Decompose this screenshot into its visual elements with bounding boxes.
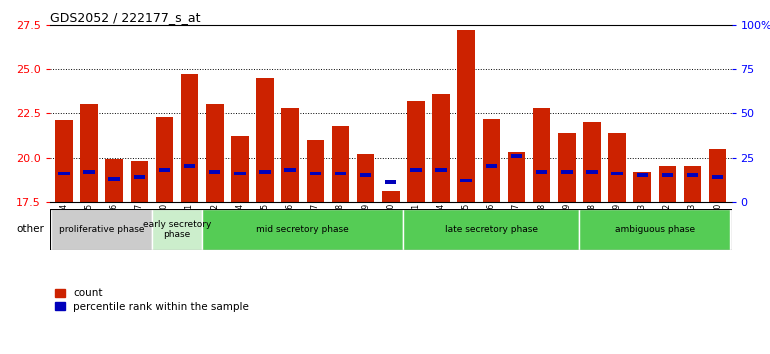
Bar — [687, 173, 698, 177]
Bar — [457, 30, 475, 202]
Bar — [403, 209, 579, 250]
Bar — [407, 101, 425, 202]
Bar — [579, 209, 730, 250]
Bar — [234, 171, 246, 175]
Text: proliferative phase: proliferative phase — [59, 225, 144, 234]
Bar — [486, 164, 497, 168]
Bar — [410, 168, 422, 172]
Bar — [231, 136, 249, 202]
Bar — [83, 170, 95, 173]
Bar — [709, 149, 726, 202]
Bar — [460, 178, 472, 182]
Bar — [281, 108, 299, 202]
Bar — [637, 173, 648, 177]
Text: other: other — [16, 224, 44, 234]
Text: late secretory phase: late secretory phase — [445, 225, 538, 234]
Bar — [80, 104, 98, 202]
Legend: count, percentile rank within the sample: count, percentile rank within the sample — [55, 289, 249, 312]
Bar — [256, 78, 274, 202]
Bar — [335, 171, 346, 175]
Bar — [536, 170, 547, 173]
Bar — [284, 168, 296, 172]
Bar — [558, 133, 576, 202]
Bar — [306, 140, 324, 202]
Bar — [59, 171, 69, 175]
Bar — [209, 170, 220, 173]
Bar — [435, 168, 447, 172]
Bar — [259, 170, 271, 173]
Bar — [385, 180, 397, 184]
Bar — [611, 171, 623, 175]
Text: early secretory
phase: early secretory phase — [143, 219, 211, 239]
Bar — [357, 154, 374, 202]
Bar — [203, 209, 403, 250]
Bar — [152, 209, 203, 250]
Bar — [181, 74, 199, 202]
Bar — [105, 159, 123, 202]
Bar — [156, 117, 173, 202]
Bar — [184, 164, 196, 168]
Bar — [332, 126, 350, 202]
Bar — [658, 166, 676, 202]
Text: ambiguous phase: ambiguous phase — [614, 225, 695, 234]
Bar — [55, 120, 72, 202]
Bar — [583, 122, 601, 202]
Bar — [586, 170, 598, 173]
Bar — [310, 171, 321, 175]
Bar — [608, 133, 626, 202]
Bar — [712, 175, 723, 179]
Bar — [511, 154, 522, 158]
Text: mid secretory phase: mid secretory phase — [256, 225, 349, 234]
Bar — [507, 152, 525, 202]
Bar — [432, 94, 450, 202]
Bar — [131, 161, 148, 202]
Bar — [684, 166, 701, 202]
Bar — [109, 177, 120, 181]
Bar — [206, 104, 223, 202]
Bar — [52, 209, 152, 250]
Bar — [533, 108, 551, 202]
Bar — [360, 173, 371, 177]
Bar — [561, 170, 573, 173]
Bar — [634, 172, 651, 202]
Bar — [661, 173, 673, 177]
Bar — [483, 119, 501, 202]
Text: GDS2052 / 222177_s_at: GDS2052 / 222177_s_at — [50, 11, 200, 24]
Bar — [159, 168, 170, 172]
Bar — [134, 175, 145, 179]
Bar — [382, 191, 400, 202]
